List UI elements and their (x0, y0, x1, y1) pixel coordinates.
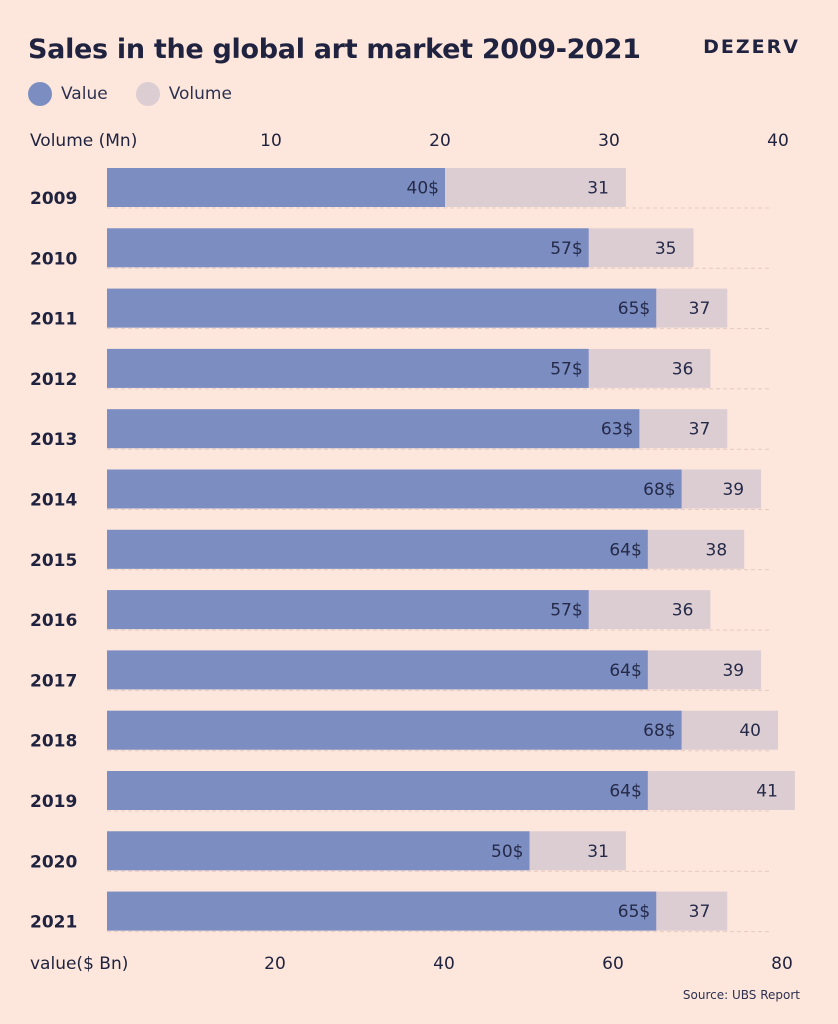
value-bar (107, 710, 682, 750)
source-note: Source: UBS Report (682, 988, 800, 1002)
year-label: 2013 (30, 430, 77, 450)
bottom-axis-tick: 20 (264, 954, 286, 974)
value-bar (107, 288, 657, 328)
volume-bar-label: 41 (756, 782, 778, 802)
legend-item-volume: Volume (135, 82, 232, 106)
year-label: 2018 (30, 732, 77, 752)
year-label: 2020 (30, 852, 77, 872)
legend-swatch-volume (135, 82, 160, 106)
volume-bar-label: 40 (739, 721, 761, 741)
value-bar-label: 57$ (550, 239, 582, 259)
year-label: 2021 (30, 913, 77, 933)
value-bar (107, 348, 589, 388)
legend-item-value: Value (28, 82, 108, 106)
volume-bar-label: 37 (689, 902, 711, 922)
value-bar (107, 409, 640, 449)
volume-bar-label: 36 (672, 359, 694, 379)
bottom-axis-tick: 40 (433, 954, 455, 974)
volume-bar-label: 31 (587, 842, 609, 862)
legend-swatch-value (28, 82, 52, 106)
top-axis-tick: 20 (429, 131, 451, 151)
volume-bar-label: 39 (722, 480, 744, 500)
top-axis-title: Volume (Mn) (30, 131, 137, 151)
value-bar-label: 68$ (643, 721, 675, 741)
brand-logo: DEZERV (703, 36, 800, 58)
legend-label-volume: Volume (168, 84, 232, 104)
year-label: 2009 (30, 189, 77, 209)
value-bar (107, 168, 445, 207)
top-axis-tick: 10 (260, 131, 282, 151)
year-label: 2019 (30, 792, 77, 812)
volume-bar-label: 36 (672, 601, 694, 621)
value-bar (107, 771, 648, 810)
value-bar-label: 64$ (609, 661, 641, 681)
volume-bar-label: 39 (722, 661, 744, 681)
value-bar-label: 64$ (609, 540, 641, 560)
value-bar-label: 64$ (609, 782, 641, 802)
year-label: 2011 (30, 310, 77, 330)
year-label: 2015 (30, 551, 77, 571)
year-label: 2010 (30, 249, 77, 269)
legend-label-value: Value (61, 84, 108, 104)
bottom-axis-title: value($ Bn) (30, 954, 128, 974)
chart-title: Sales in the global art market 2009-2021 (28, 34, 641, 65)
top-axis-tick: 40 (767, 131, 789, 151)
value-bar (107, 228, 589, 268)
top-axis-tick: 30 (598, 131, 620, 151)
year-label: 2016 (30, 611, 77, 631)
value-bar (107, 891, 657, 931)
volume-bar-label: 37 (689, 299, 711, 319)
value-bar (107, 831, 530, 871)
value-bar-label: 63$ (601, 420, 633, 440)
value-bar (107, 650, 648, 690)
value-bar-label: 57$ (550, 601, 582, 621)
value-bar-label: 57$ (550, 359, 582, 379)
value-bar-label: 68$ (643, 480, 675, 500)
volume-bar-label: 37 (689, 420, 711, 440)
bottom-axis-tick: 60 (602, 954, 624, 974)
value-bar (107, 469, 682, 509)
year-label: 2014 (30, 491, 77, 511)
bottom-axis-tick: 80 (771, 954, 793, 974)
legend: Value Volume (28, 82, 250, 106)
year-label: 2012 (30, 370, 77, 390)
volume-bar-label: 38 (706, 540, 728, 560)
value-bar-label: 65$ (618, 299, 650, 319)
volume-bar-label: 35 (655, 239, 677, 259)
value-bar-label: 50$ (491, 842, 523, 862)
year-label: 2017 (30, 671, 77, 691)
value-bar-label: 40$ (407, 179, 439, 199)
value-bar-label: 65$ (618, 902, 650, 922)
value-bar (107, 529, 648, 569)
value-bar (107, 590, 589, 630)
volume-bar-label: 31 (587, 179, 609, 199)
